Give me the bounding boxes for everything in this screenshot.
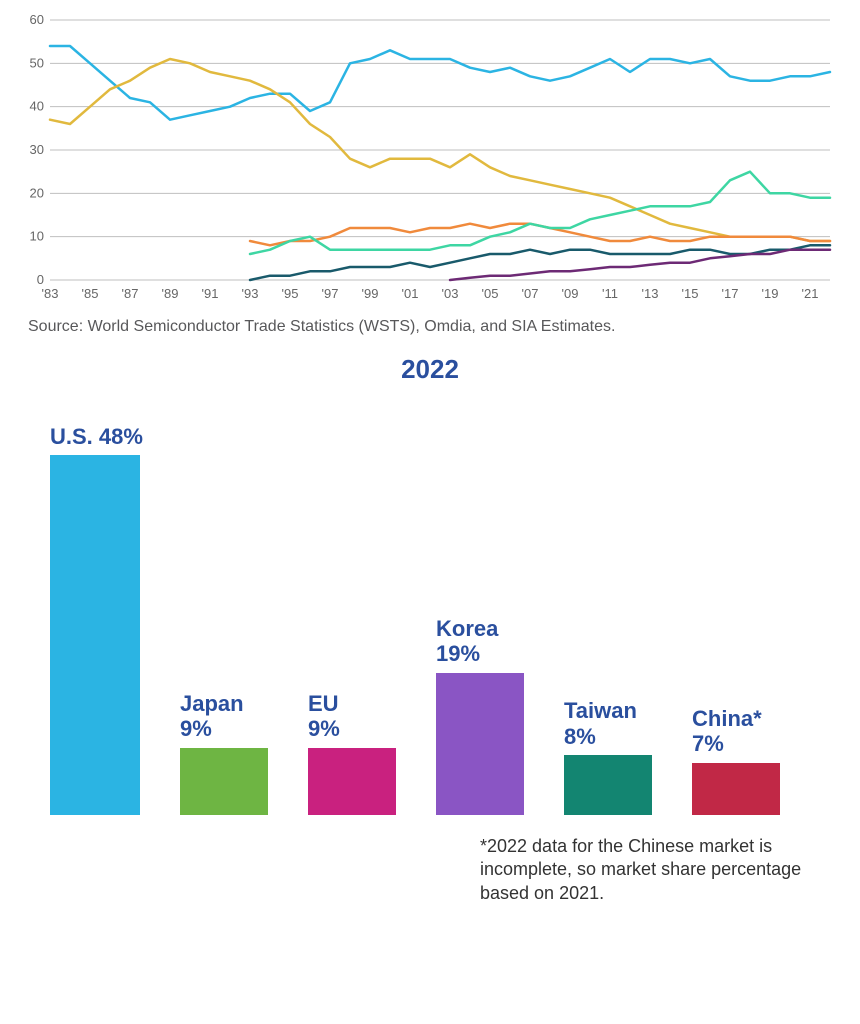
bar-japan: Japan9% xyxy=(180,691,308,815)
x-tick-label: '93 xyxy=(242,286,259,301)
y-tick-label: 50 xyxy=(30,55,44,70)
bar-label: U.S. 48% xyxy=(50,424,180,449)
y-tick-label: 30 xyxy=(30,142,44,157)
bar-eu: EU9% xyxy=(308,691,436,815)
line-chart: 0 10 20 30 40 50 60 '83 '85 '87 '89 '91 '93 '95 '97 '99… xyxy=(20,10,840,310)
y-tick-label: 0 xyxy=(37,272,44,287)
bar-chart: U.S. 48% Japan9%EU9%Korea19%Taiwan8%China… xyxy=(30,415,850,875)
bar-rect xyxy=(180,748,268,816)
bar-taiwan: Taiwan8% xyxy=(564,698,692,815)
x-tick-label: '87 xyxy=(122,286,139,301)
bar-rect xyxy=(308,748,396,816)
x-tick-label: '15 xyxy=(682,286,699,301)
line-chart-svg: 0 10 20 30 40 50 60 '83 '85 '87 '89 '91 '93 '95 '97 '99… xyxy=(20,10,840,310)
bar-rect xyxy=(564,755,652,815)
x-tick-label: '95 xyxy=(282,286,299,301)
x-tick-label: '99 xyxy=(362,286,379,301)
series-us xyxy=(50,46,830,120)
x-tick-label: '97 xyxy=(322,286,339,301)
y-tick-label: 20 xyxy=(30,185,44,200)
bar-china: China*7% xyxy=(692,706,820,815)
x-tick-label: '07 xyxy=(522,286,539,301)
x-tick-label: '01 xyxy=(402,286,419,301)
x-tick-label: '91 xyxy=(202,286,219,301)
bar-rect xyxy=(436,673,524,816)
y-tick-label: 60 xyxy=(30,12,44,27)
x-tick-label: '13 xyxy=(642,286,659,301)
x-tick-label: '05 xyxy=(482,286,499,301)
y-tick-label: 40 xyxy=(30,99,44,114)
bar-rect xyxy=(50,455,140,815)
series-korea xyxy=(250,172,830,254)
x-tick-label: '09 xyxy=(562,286,579,301)
bar-label: Korea19% xyxy=(436,616,564,667)
bar-label: China*7% xyxy=(692,706,820,757)
x-tick-label: '85 xyxy=(82,286,99,301)
bar-label: Japan9% xyxy=(180,691,308,742)
bar-chart-footnote: *2022 data for the Chinese market is inc… xyxy=(480,835,820,905)
bar-us: U.S. 48% xyxy=(50,424,180,815)
bar-korea: Korea19% xyxy=(436,616,564,815)
bar-rect xyxy=(692,763,780,816)
y-tick-label: 10 xyxy=(30,229,44,244)
x-tick-label: '19 xyxy=(762,286,779,301)
bar-label: Taiwan8% xyxy=(564,698,692,749)
x-tick-label: '03 xyxy=(442,286,459,301)
x-tick-label: '21 xyxy=(802,286,819,301)
x-tick-label: '17 xyxy=(722,286,739,301)
x-tick-label: '89 xyxy=(162,286,179,301)
x-tick-label: '83 xyxy=(42,286,59,301)
bar-chart-title: 2022 xyxy=(20,354,840,385)
source-note: Source: World Semiconductor Trade Statis… xyxy=(28,318,840,336)
bar-label: EU9% xyxy=(308,691,436,742)
x-tick-label: '11 xyxy=(602,286,618,301)
